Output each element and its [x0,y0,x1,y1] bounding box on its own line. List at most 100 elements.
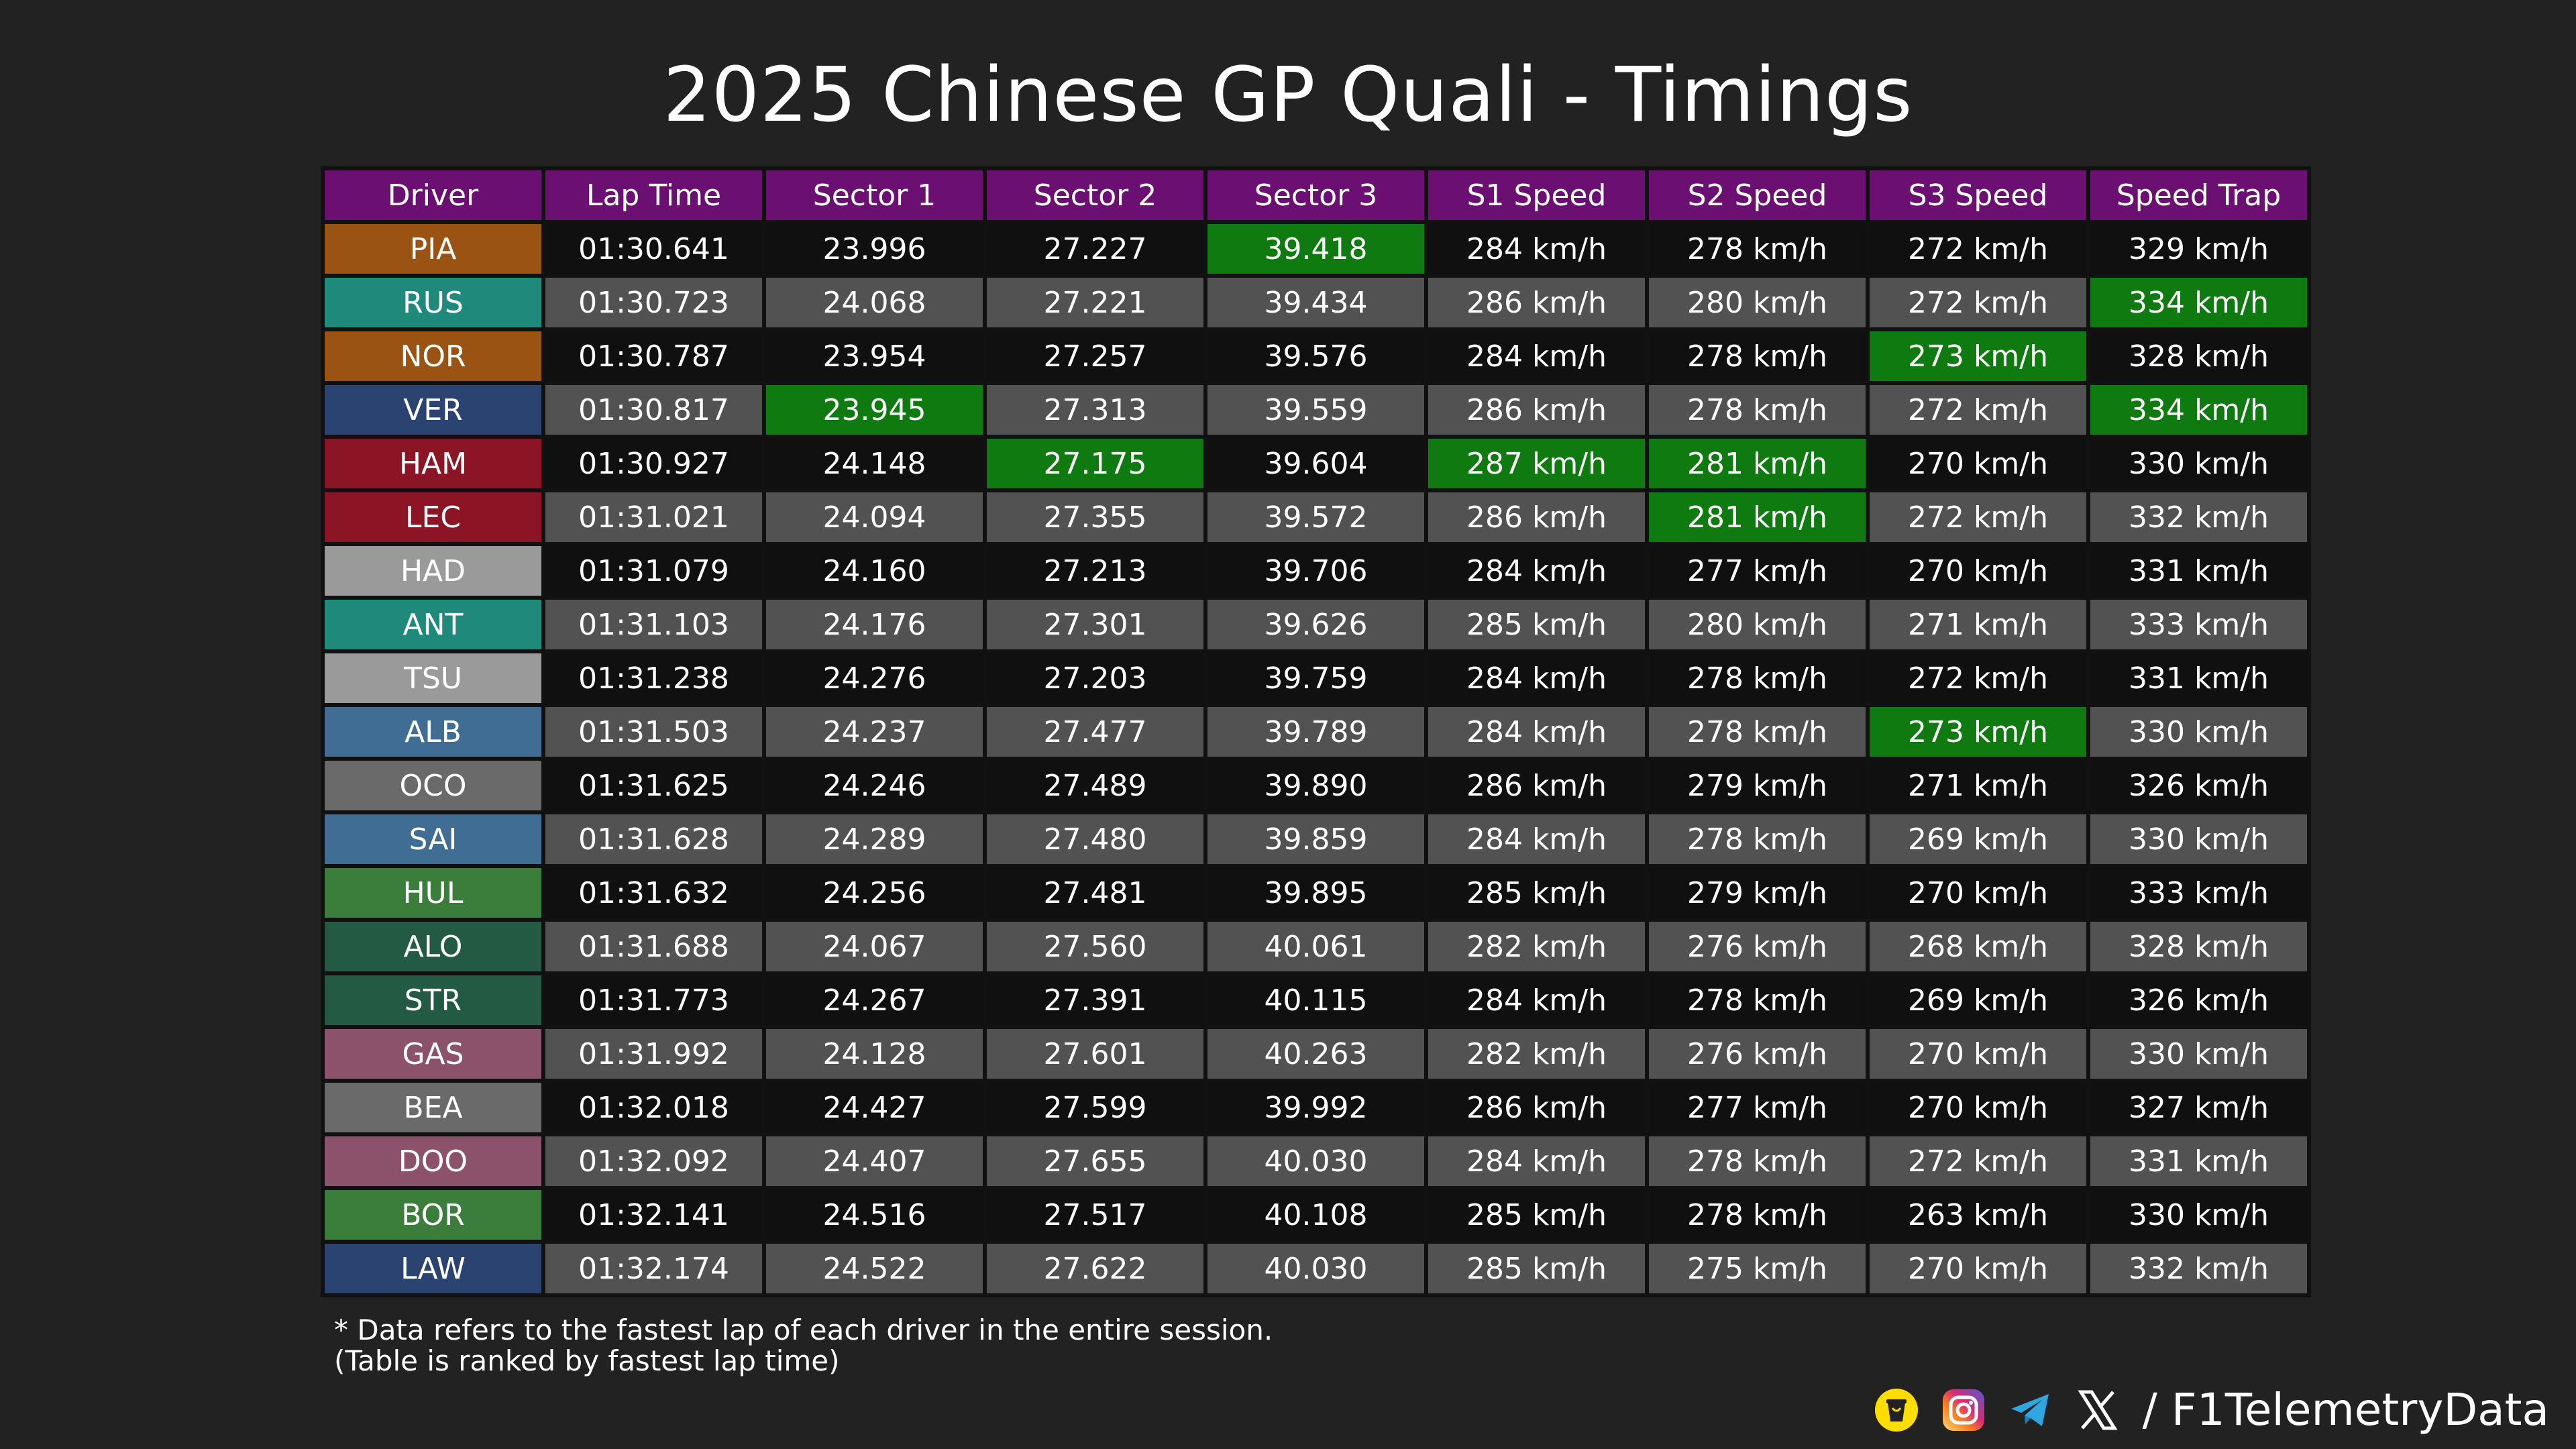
table-cell: 27.213 [985,544,1205,598]
social-handle: / F1TelemetryData [2142,1384,2549,1436]
table-cell: 279 km/h [1647,759,1868,812]
table-cell: 01:31.103 [543,598,764,651]
footnote-line: (Table is ranked by fastest lap time) [334,1344,840,1377]
table-cell: 272 km/h [1868,490,2088,544]
driver-cell: HUL [323,866,543,920]
table-cell: 24.068 [764,276,985,329]
driver-cell: HAM [323,437,543,490]
table-cell: 284 km/h [1426,329,1647,383]
table-cell: 330 km/h [2088,437,2309,490]
table-cell: 24.407 [764,1134,985,1188]
table-cell: 24.246 [764,759,985,812]
table-cell: 282 km/h [1426,1027,1647,1081]
table-cell: 332 km/h [2088,490,2309,544]
table-cell: 328 km/h [2088,920,2309,973]
table-cell: 27.203 [985,651,1205,705]
column-header: S2 Speed [1647,168,1868,222]
table-cell: 286 km/h [1426,1081,1647,1134]
buymeacoffee-icon[interactable] [1874,1388,1919,1432]
table-cell: 24.237 [764,705,985,759]
table-cell: 330 km/h [2088,705,2309,759]
table-cell: 270 km/h [1868,1027,2088,1081]
table-cell: 39.859 [1205,812,1426,866]
driver-cell: GAS [323,1027,543,1081]
x-icon[interactable] [2076,1388,2120,1432]
table-cell: 284 km/h [1426,544,1647,598]
table-cell: 24.267 [764,973,985,1027]
driver-cell: LEC [323,490,543,544]
table-body: PIA 01:30.641 23.996 27.227 39.418 284 km/h 27… [323,222,2309,1295]
table-header-row: Driver Lap Time Sector 1 Sector 2 Sector 3 S1… [323,168,2309,222]
instagram-icon[interactable] [1941,1388,1986,1432]
table-row: BOR 01:32.141 24.516 27.517 40.108 285 km/h 27… [323,1188,2309,1242]
table-cell: 24.176 [764,598,985,651]
table-cell: 286 km/h [1426,490,1647,544]
table-cell: 282 km/h [1426,920,1647,973]
table-cell: 01:31.628 [543,812,764,866]
driver-cell: ALB [323,705,543,759]
table-cell: 284 km/h [1426,1134,1647,1188]
table-row: LAW 01:32.174 24.522 27.622 40.030 285 km/h 27… [323,1242,2309,1295]
table-cell: 27.313 [985,383,1205,437]
table-cell: 39.418 [1205,222,1426,276]
table-cell: 27.655 [985,1134,1205,1188]
table-cell: 326 km/h [2088,973,2309,1027]
table-cell: 01:30.817 [543,383,764,437]
table-row: TSU 01:31.238 24.276 27.203 39.759 284 km/h 27… [323,651,2309,705]
table-row: OCO 01:31.625 24.246 27.489 39.890 286 km/h 27… [323,759,2309,812]
table-cell: 40.108 [1205,1188,1426,1242]
table-cell: 330 km/h [2088,812,2309,866]
page-title: 2025 Chinese GP Quali - Timings [663,52,1913,139]
table-cell: 01:30.641 [543,222,764,276]
table-cell: 27.257 [985,329,1205,383]
table-cell: 331 km/h [2088,651,2309,705]
table-cell: 01:30.927 [543,437,764,490]
driver-cell: NOR [323,329,543,383]
table-row: ANT 01:31.103 24.176 27.301 39.626 285 km/h 28… [323,598,2309,651]
table-cell: 272 km/h [1868,276,2088,329]
driver-cell: PIA [323,222,543,276]
column-header: Driver [323,168,543,222]
footnote-line: * Data refers to the fastest lap of each… [334,1313,1273,1346]
table-cell: 332 km/h [2088,1242,2309,1295]
table-cell: 40.030 [1205,1242,1426,1295]
table-cell: 40.061 [1205,920,1426,973]
table-cell: 263 km/h [1868,1188,2088,1242]
table-cell: 39.434 [1205,276,1426,329]
driver-cell: SAI [323,812,543,866]
table-cell: 39.626 [1205,598,1426,651]
table-cell: 270 km/h [1868,1081,2088,1134]
table-cell: 284 km/h [1426,973,1647,1027]
table-cell: 01:30.787 [543,329,764,383]
table-row: HAM 01:30.927 24.148 27.175 39.604 287 km/h 28… [323,437,2309,490]
table-cell: 01:31.992 [543,1027,764,1081]
table-cell: 24.256 [764,866,985,920]
table-cell: 285 km/h [1426,1242,1647,1295]
table-cell: 281 km/h [1647,490,1868,544]
table-cell: 278 km/h [1647,651,1868,705]
table-cell: 01:31.632 [543,866,764,920]
table-cell: 270 km/h [1868,544,2088,598]
table-cell: 39.576 [1205,329,1426,383]
table-cell: 27.355 [985,490,1205,544]
table-cell: 273 km/h [1868,705,2088,759]
table-cell: 24.516 [764,1188,985,1242]
table-cell: 280 km/h [1647,276,1868,329]
table-cell: 39.992 [1205,1081,1426,1134]
table-row: VER 01:30.817 23.945 27.313 39.559 286 km/h 27… [323,383,2309,437]
table-cell: 272 km/h [1868,222,2088,276]
table-cell: 27.489 [985,759,1205,812]
table-row: DOO 01:32.092 24.407 27.655 40.030 284 km/h 27… [323,1134,2309,1188]
table-cell: 01:32.018 [543,1081,764,1134]
table-row: SAI 01:31.628 24.289 27.480 39.859 284 km/h 27… [323,812,2309,866]
table-cell: 23.996 [764,222,985,276]
table-cell: 281 km/h [1647,437,1868,490]
table-cell: 24.160 [764,544,985,598]
column-header: Sector 2 [985,168,1205,222]
table-cell: 39.706 [1205,544,1426,598]
telegram-icon[interactable] [2008,1388,2053,1432]
driver-cell: ANT [323,598,543,651]
column-header: S3 Speed [1868,168,2088,222]
table-cell: 285 km/h [1426,598,1647,651]
table-cell: 279 km/h [1647,866,1868,920]
